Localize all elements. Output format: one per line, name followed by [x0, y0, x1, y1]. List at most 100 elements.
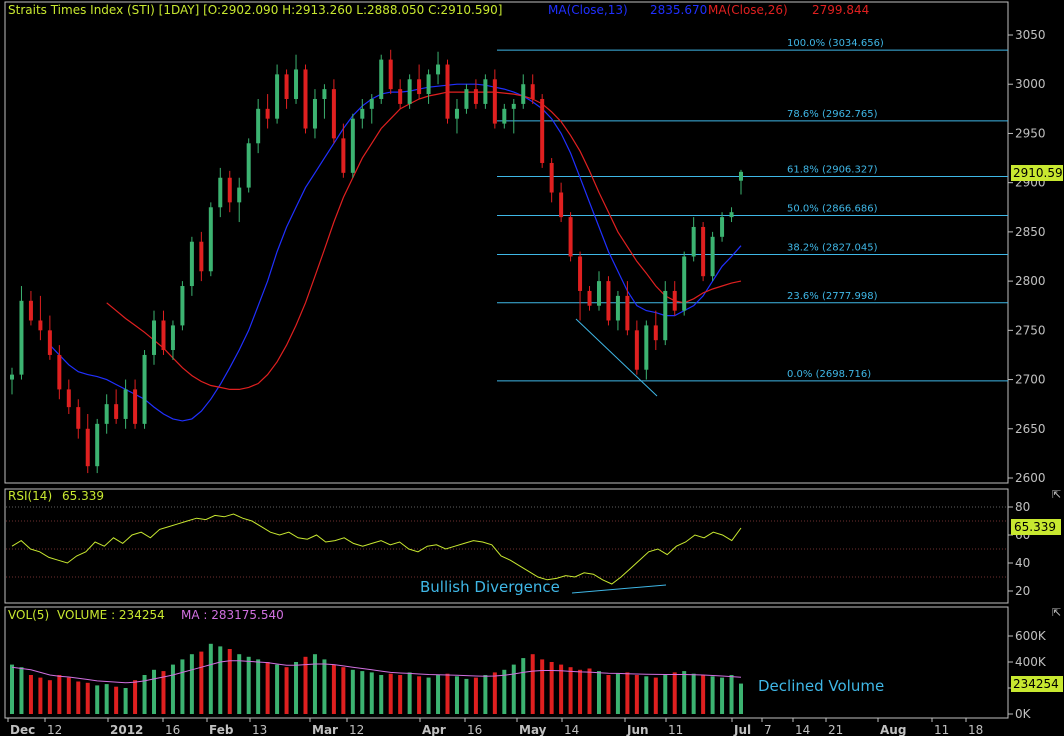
volume-bar: [76, 681, 81, 714]
volume-bar: [634, 675, 639, 714]
fib-label: 23.6% (2777.998): [787, 291, 878, 302]
volume-bar: [502, 669, 507, 714]
volume-bar: [710, 676, 715, 714]
volume-bar: [653, 677, 658, 714]
x-tick-label: 18: [968, 723, 983, 736]
volume-bar: [369, 672, 374, 714]
candle-body: [227, 177, 232, 203]
candle-body: [644, 325, 649, 370]
volume-tick-label: 400K: [1015, 655, 1047, 669]
candle-body: [596, 281, 601, 306]
volume-bar: [180, 659, 185, 714]
last-price-tag: 2910.59: [1013, 166, 1063, 180]
candle-body: [587, 290, 592, 306]
candle-body: [388, 59, 393, 90]
volume-bar: [578, 669, 583, 714]
price-tick-label: 2700: [1015, 373, 1046, 387]
rsi-annotation: Bullish Divergence: [420, 578, 560, 596]
candle-body: [369, 98, 374, 109]
candle-body: [682, 256, 687, 311]
candle-body: [10, 374, 14, 380]
candle-body: [511, 103, 516, 109]
volume-ma-label: MA : 283175.540: [181, 608, 284, 622]
volume-bar: [606, 675, 611, 714]
volume-bar: [663, 675, 668, 714]
volume-annotation: Declined Volume: [758, 677, 884, 695]
candle-body: [265, 108, 270, 119]
candle-body: [417, 79, 422, 95]
volume-bar: [57, 675, 62, 714]
candle-body: [237, 187, 242, 203]
x-tick-label: 12: [47, 723, 62, 736]
rsi-tag-box: [1011, 519, 1061, 535]
volume-bar: [615, 673, 620, 714]
candle-body: [492, 79, 497, 124]
volume-bar: [492, 672, 497, 714]
candle-body: [38, 320, 43, 331]
volume-bar: [294, 662, 299, 714]
candle-body: [672, 290, 677, 311]
x-tick-label: 16: [467, 723, 482, 736]
volume-bar: [625, 672, 630, 714]
volume-bar: [312, 654, 317, 714]
candle-body: [615, 295, 620, 321]
volume-bar: [568, 667, 573, 714]
ma13-line: [49, 83, 742, 422]
volume-bars: 600K400K200K0K: [10, 629, 1047, 721]
fib-label: 50.0% (2866.686): [787, 203, 878, 214]
volume-bar: [95, 685, 100, 714]
ma26-line: [106, 91, 742, 390]
volume-tag-box: [1011, 676, 1063, 692]
x-tick-label: Apr: [422, 723, 446, 736]
price-tick-label: 2950: [1015, 126, 1046, 140]
candle-body: [85, 428, 90, 467]
x-tick-label: Mar: [312, 723, 338, 736]
x-tick-label: Aug: [880, 723, 906, 736]
candle-body: [568, 217, 573, 257]
volume-bar: [540, 659, 545, 714]
candle-body: [57, 354, 62, 390]
candle-body: [95, 423, 100, 467]
volume-bar: [417, 676, 422, 714]
volume-bar: [10, 664, 14, 714]
volume-tick-label: 0K: [1015, 707, 1032, 721]
rsi-tag: 65.339: [1014, 520, 1056, 534]
candle-body: [322, 89, 327, 99]
x-tick-label: 11: [668, 723, 683, 736]
volume-bar: [473, 677, 478, 714]
x-axis: Dec 12 2012 16 Feb 13 Mar 12 Apr 16 May 14 Jun 11 Jul 7…: [7, 718, 983, 736]
candle-body: [294, 69, 299, 99]
candle-body: [445, 64, 450, 119]
x-tick-label: Dec: [10, 723, 35, 736]
rsi-collapse-icon[interactable]: ⇱: [1052, 488, 1061, 501]
volume-bar: [379, 675, 384, 714]
x-tick-label: Jun: [626, 723, 649, 736]
candle-body: [208, 207, 213, 272]
volume-bar: [331, 664, 336, 714]
rsi-series: 80604020: [6, 500, 1030, 598]
candle-body: [559, 192, 564, 218]
volume-bar: [275, 664, 280, 714]
price-divergence-line: [575, 318, 658, 397]
rsi-tick-label: 80: [1015, 500, 1030, 514]
candle-body: [729, 212, 734, 218]
volume-bar: [521, 658, 526, 714]
candle-body: [28, 300, 33, 321]
volume-bar: [256, 659, 261, 714]
price-tick-label: 3050: [1015, 28, 1046, 42]
candle-body: [360, 108, 365, 119]
rsi-divergence-line: [571, 584, 667, 594]
candle-body: [284, 74, 289, 99]
candle-body: [161, 320, 166, 351]
x-tick-label: 13: [252, 723, 267, 736]
volume-bar: [161, 671, 166, 714]
volume-collapse-icon[interactable]: ⇱: [1052, 606, 1061, 619]
candlesticks: [10, 49, 743, 474]
candle-body: [407, 79, 412, 104]
candle-body: [436, 64, 441, 75]
price-tick-label: 2600: [1015, 471, 1046, 485]
candle-body: [133, 389, 138, 424]
volume-bar: [218, 646, 223, 714]
